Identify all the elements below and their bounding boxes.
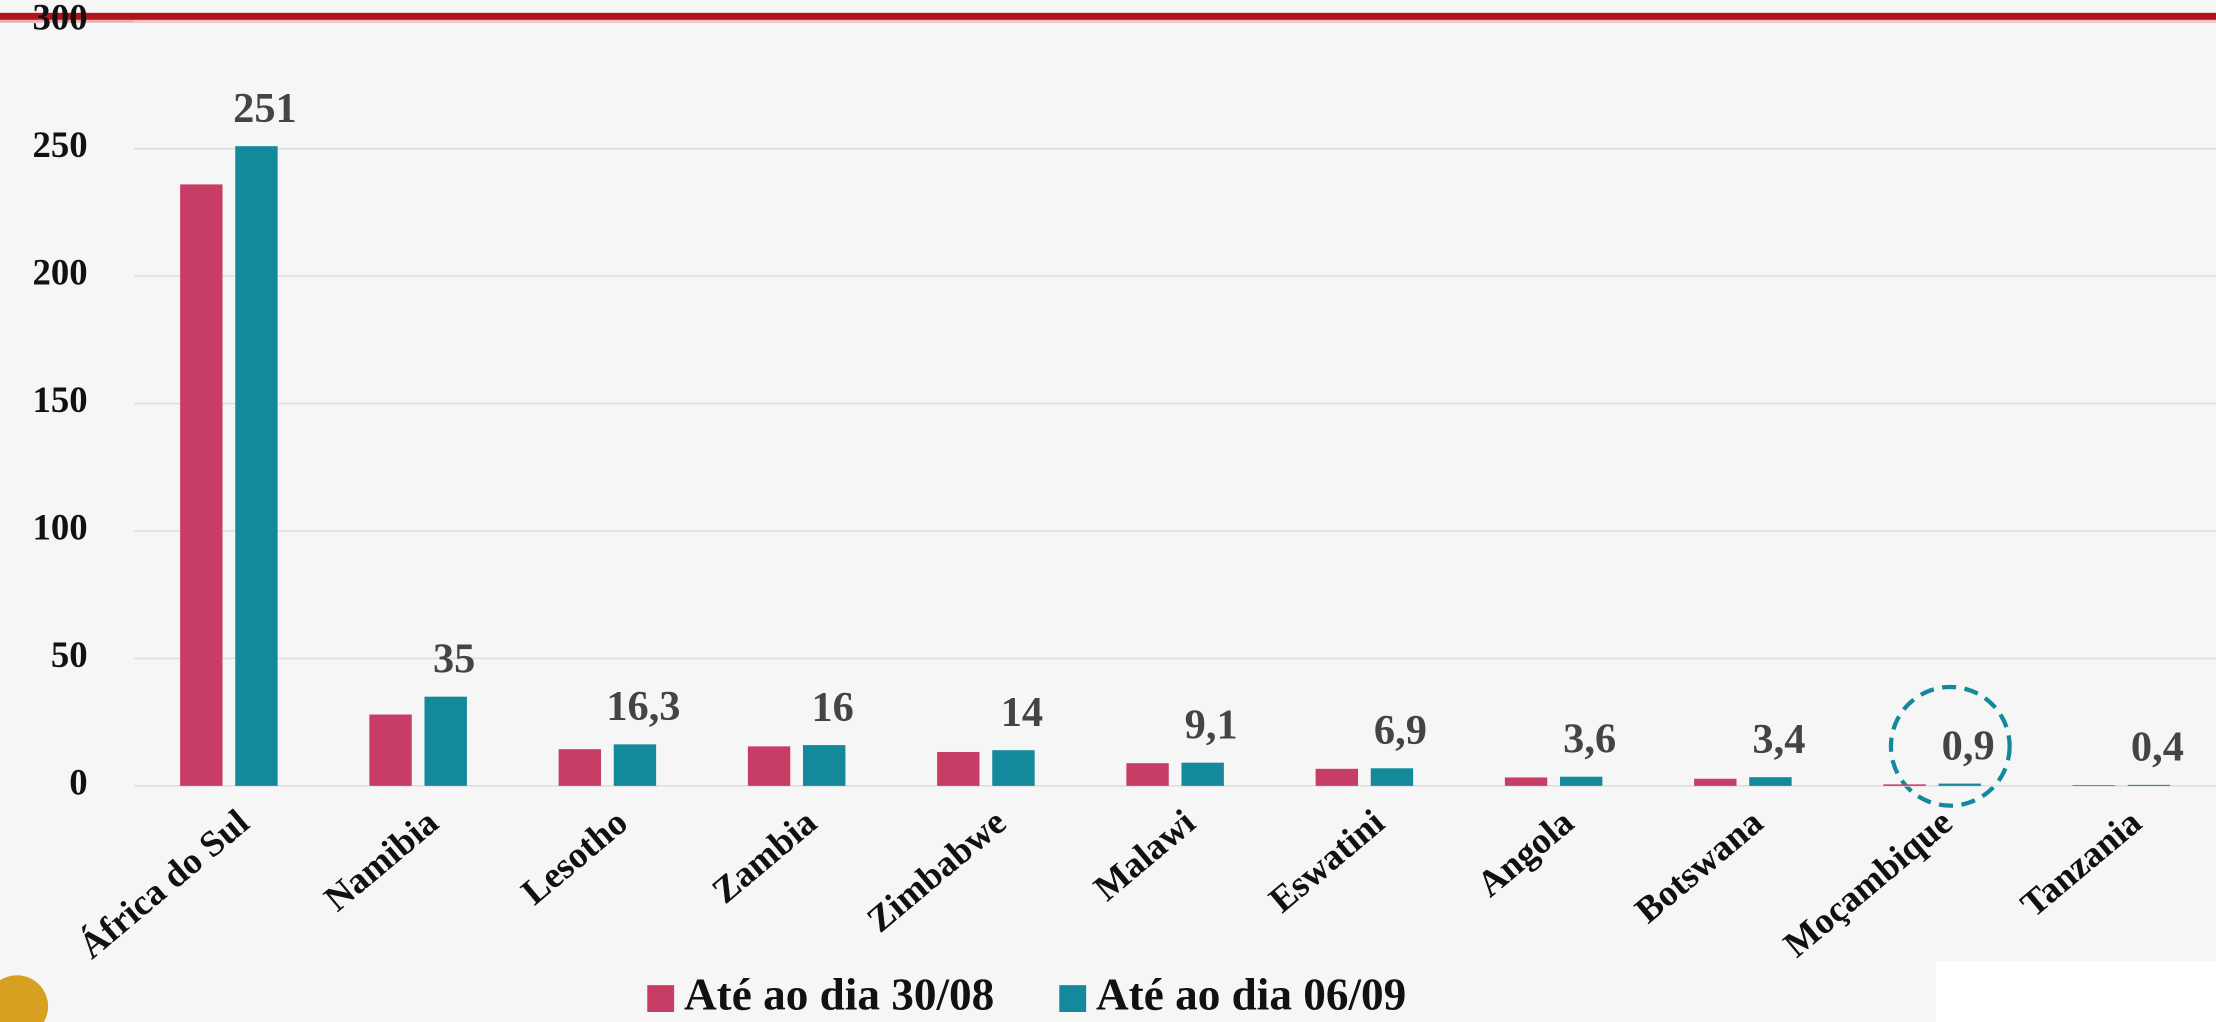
bar xyxy=(2072,785,2116,786)
logo-box xyxy=(1936,961,2216,1022)
bar xyxy=(235,146,278,786)
value-label: 3,6 xyxy=(1563,716,1616,763)
top-rule xyxy=(0,12,2216,20)
value-label: 16,3 xyxy=(606,683,680,730)
y-tick-label: 100 xyxy=(33,506,88,547)
y-tick-label: 0 xyxy=(69,761,87,802)
y-tick-label: 300 xyxy=(33,0,88,38)
bar xyxy=(180,184,223,786)
bar xyxy=(2127,784,2171,786)
value-label: 0,4 xyxy=(2131,724,2184,771)
bar xyxy=(1370,768,1414,786)
bar xyxy=(1504,777,1548,786)
legend-swatch xyxy=(1059,985,1087,1013)
y-tick-label: 200 xyxy=(33,252,88,293)
value-label: 0,9 xyxy=(1942,722,1995,769)
emblem xyxy=(0,975,49,1022)
bar xyxy=(992,750,1035,786)
bar xyxy=(747,746,791,786)
highlight-circle xyxy=(1888,684,2012,808)
value-label: 3,4 xyxy=(1752,716,1805,763)
value-label: 9,1 xyxy=(1185,702,1238,749)
value-label: 14 xyxy=(1001,689,1043,736)
legend-swatch xyxy=(647,985,675,1013)
bar xyxy=(1694,778,1737,786)
bar xyxy=(369,714,412,786)
value-label: 251 xyxy=(233,85,297,132)
value-label: 35 xyxy=(433,635,475,682)
bar xyxy=(1749,777,1792,786)
legend-label: Até ao dia 30/08 xyxy=(684,970,994,1020)
bar xyxy=(424,696,467,786)
legend-label: Até ao dia 06/09 xyxy=(1096,970,1406,1020)
bar xyxy=(937,751,980,786)
y-tick-label: 250 xyxy=(33,124,88,165)
bar xyxy=(613,744,657,786)
y-tick-label: 150 xyxy=(33,379,88,420)
value-label: 6,9 xyxy=(1374,707,1427,754)
bar xyxy=(1181,762,1224,786)
bar xyxy=(1883,784,1926,786)
value-label: 16 xyxy=(811,684,853,731)
bar xyxy=(1315,768,1359,786)
bar xyxy=(558,749,602,786)
y-tick-label: 50 xyxy=(51,634,88,675)
bar xyxy=(802,745,846,786)
bar xyxy=(1126,763,1169,786)
bar xyxy=(1938,783,1981,786)
bar xyxy=(1559,776,1603,786)
